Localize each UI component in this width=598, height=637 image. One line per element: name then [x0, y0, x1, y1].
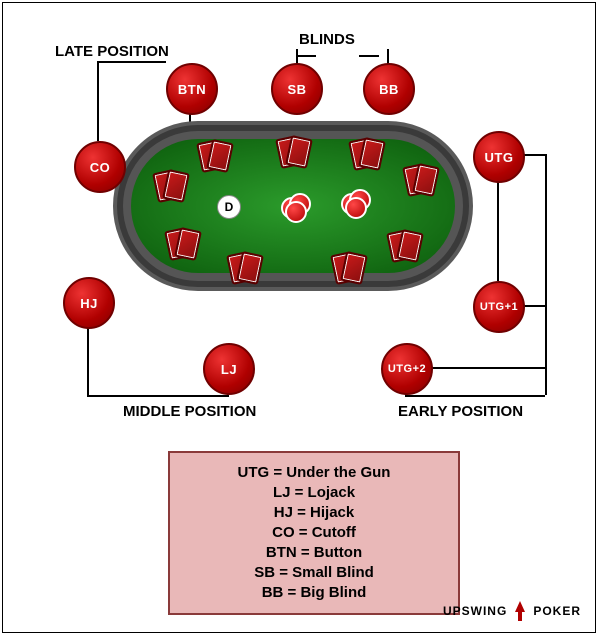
- legend-line: UTG = Under the Gun: [184, 463, 444, 483]
- header-early-position: EARLY POSITION: [398, 403, 523, 420]
- brand-logo-icon: [511, 600, 529, 622]
- cards-co: [155, 171, 189, 201]
- cards-hj: [167, 229, 201, 259]
- seat-sb: SB: [271, 63, 323, 115]
- seat-btn: BTN: [166, 63, 218, 115]
- connector-line: [359, 55, 379, 57]
- dealer-button: D: [217, 195, 241, 219]
- header-late-position: LATE POSITION: [55, 43, 169, 60]
- legend-line: BB = Big Blind: [184, 583, 444, 603]
- seat-label: BB: [379, 82, 399, 97]
- legend-line: HJ = Hijack: [184, 503, 444, 523]
- legend-line: LJ = Lojack: [184, 483, 444, 503]
- cards-sb: [278, 137, 312, 167]
- connector-line: [87, 395, 227, 397]
- cards-btn: [199, 141, 233, 171]
- seat-label: LJ: [221, 362, 237, 377]
- brand-text-left: UPSWING: [443, 604, 507, 618]
- connector-line: [87, 325, 89, 395]
- legend-line: BTN = Button: [184, 543, 444, 563]
- seat-co: CO: [74, 141, 126, 193]
- cards-utg1: [389, 231, 423, 261]
- cards-utg2: [333, 253, 367, 283]
- legend-box: UTG = Under the GunLJ = LojackHJ = Hijac…: [168, 451, 460, 615]
- seat-utg2: UTG+2: [381, 343, 433, 395]
- seat-hj: HJ: [63, 277, 115, 329]
- connector-line: [97, 61, 166, 63]
- cards-bb: [351, 139, 385, 169]
- legend-line: CO = Cutoff: [184, 523, 444, 543]
- seat-label: HJ: [80, 296, 98, 311]
- seat-label: SB: [287, 82, 306, 97]
- seat-bb: BB: [363, 63, 415, 115]
- legend-line: SB = Small Blind: [184, 563, 444, 583]
- diagram-frame: LATE POSITION BLINDS MIDDLE POSITION EAR…: [2, 2, 596, 633]
- connector-line: [497, 179, 499, 281]
- connector-line: [296, 55, 316, 57]
- seat-label: UTG+2: [388, 363, 426, 375]
- cards-lj: [229, 253, 263, 283]
- connector-line: [429, 367, 545, 369]
- cards-utg: [405, 165, 439, 195]
- seat-label: UTG+1: [480, 301, 518, 313]
- brand-upswing-poker: UPSWING POKER: [443, 600, 581, 622]
- seat-utg: UTG: [473, 131, 525, 183]
- dealer-button-label: D: [225, 200, 234, 214]
- chip-stack-0: [281, 193, 309, 215]
- connector-line: [405, 395, 545, 397]
- brand-text-right: POKER: [533, 604, 581, 618]
- header-blinds: BLINDS: [299, 31, 355, 48]
- header-middle-position: MIDDLE POSITION: [123, 403, 256, 420]
- connector-line: [97, 61, 99, 141]
- seat-label: BTN: [178, 82, 206, 97]
- seat-utg1: UTG+1: [473, 281, 525, 333]
- seat-label: CO: [90, 160, 111, 175]
- seat-lj: LJ: [203, 343, 255, 395]
- chip-stack-1: [341, 189, 369, 211]
- connector-line: [545, 154, 547, 395]
- seat-label: UTG: [485, 150, 514, 165]
